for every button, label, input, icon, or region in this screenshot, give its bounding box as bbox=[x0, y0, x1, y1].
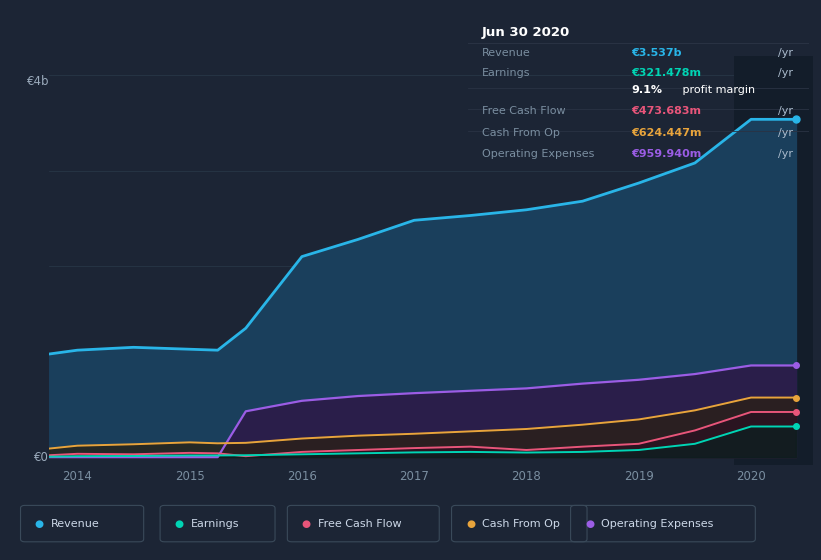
Text: €3.537b: €3.537b bbox=[631, 48, 682, 58]
Text: Cash From Op: Cash From Op bbox=[482, 128, 559, 138]
Text: €4b: €4b bbox=[27, 75, 49, 88]
Text: /yr: /yr bbox=[778, 150, 793, 159]
Text: Earnings: Earnings bbox=[482, 68, 530, 78]
Text: ●: ● bbox=[175, 519, 183, 529]
Text: Free Cash Flow: Free Cash Flow bbox=[318, 519, 401, 529]
Bar bbox=[734, 56, 813, 465]
Text: €959.940m: €959.940m bbox=[631, 150, 702, 159]
Text: Earnings: Earnings bbox=[190, 519, 239, 529]
Text: €473.683m: €473.683m bbox=[631, 106, 701, 116]
Text: Operating Expenses: Operating Expenses bbox=[482, 150, 594, 159]
Text: Free Cash Flow: Free Cash Flow bbox=[482, 106, 565, 116]
Text: /yr: /yr bbox=[778, 106, 793, 116]
Text: €321.478m: €321.478m bbox=[631, 68, 701, 78]
Text: profit margin: profit margin bbox=[679, 85, 755, 95]
Text: €0: €0 bbox=[34, 451, 49, 464]
Text: €624.447m: €624.447m bbox=[631, 128, 702, 138]
Text: ●: ● bbox=[585, 519, 594, 529]
Text: ●: ● bbox=[466, 519, 475, 529]
Text: /yr: /yr bbox=[778, 48, 793, 58]
Text: Jun 30 2020: Jun 30 2020 bbox=[482, 26, 570, 39]
Text: ●: ● bbox=[35, 519, 44, 529]
Text: Operating Expenses: Operating Expenses bbox=[601, 519, 713, 529]
Text: ●: ● bbox=[302, 519, 310, 529]
Text: /yr: /yr bbox=[778, 68, 793, 78]
Text: 9.1%: 9.1% bbox=[631, 85, 663, 95]
Text: Revenue: Revenue bbox=[482, 48, 530, 58]
Text: /yr: /yr bbox=[778, 128, 793, 138]
Text: Revenue: Revenue bbox=[51, 519, 99, 529]
Text: Cash From Op: Cash From Op bbox=[482, 519, 560, 529]
